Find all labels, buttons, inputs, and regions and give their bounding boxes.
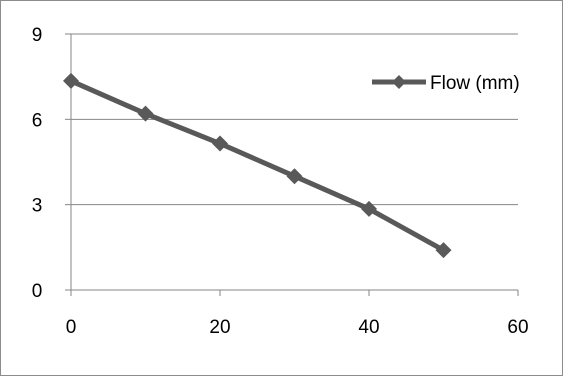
legend-marker-swatch: [392, 75, 406, 89]
legend-label: Flow (mm): [430, 73, 520, 94]
data-point: [137, 105, 154, 122]
tick-labels: 0 3 6 9 0 20 40 60: [32, 25, 529, 338]
x-tick-label: 40: [358, 317, 379, 338]
series-layer: [63, 72, 452, 259]
axes: [65, 33, 519, 296]
data-point: [361, 200, 377, 217]
y-tick-label: 6: [32, 110, 43, 131]
data-point: [63, 72, 79, 89]
legend: Flow (mm): [372, 73, 520, 94]
y-tick-label: 0: [32, 281, 43, 302]
y-tick-label: 9: [32, 25, 43, 46]
x-tick-label: 60: [507, 317, 528, 338]
y-tick-label: 3: [32, 196, 43, 217]
data-point: [212, 135, 228, 152]
data-point: [435, 242, 452, 259]
x-tick-label: 0: [66, 317, 77, 338]
data-point: [286, 168, 303, 185]
series-line: [69, 78, 445, 253]
x-tick-label: 20: [209, 317, 230, 338]
